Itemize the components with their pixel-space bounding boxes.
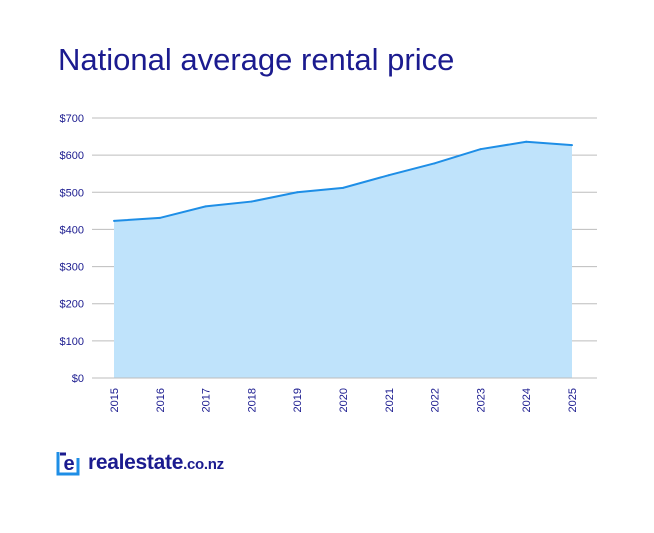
svg-text:e: e [63,453,74,475]
data-point [113,219,115,222]
data-point [433,162,436,165]
data-point [250,200,253,203]
data-point [296,191,299,194]
y-tick-label: $0 [72,373,84,385]
x-tick-label: 2021 [384,388,396,412]
x-tick-label: 2022 [430,388,442,412]
data-point [342,186,344,189]
y-tick-label: $600 [60,150,84,162]
y-tick-label: $500 [60,187,84,199]
realestate-logo: e realestate.co.nz [56,450,224,476]
y-tick-label: $100 [60,336,84,348]
x-tick-label: 2020 [338,388,350,412]
logo-icon: e [56,452,80,476]
x-tick-label: 2018 [246,388,258,412]
data-point [158,216,161,219]
data-point [387,174,390,177]
y-tick-label: $400 [60,224,84,236]
brand-suffix: .co.nz [183,456,224,473]
y-tick-label: $300 [60,262,84,274]
brand-name: realestate [88,451,184,474]
chart-title: National average rental price [58,42,455,77]
x-tick-label: 2024 [521,388,533,412]
data-point [525,140,528,143]
y-tick-label: $700 [60,113,84,125]
x-tick-label: 2016 [155,388,167,412]
x-tick-label: 2017 [201,388,213,412]
y-tick-label: $200 [60,299,84,311]
x-tick-label: 2025 [567,388,579,412]
data-point [204,205,207,208]
x-tick-label: 2019 [292,388,304,412]
area-fill [114,141,572,378]
x-tick-label: 2023 [475,388,487,412]
data-point [479,148,482,151]
data-point [571,144,573,147]
x-tick-label: 2015 [109,388,121,412]
